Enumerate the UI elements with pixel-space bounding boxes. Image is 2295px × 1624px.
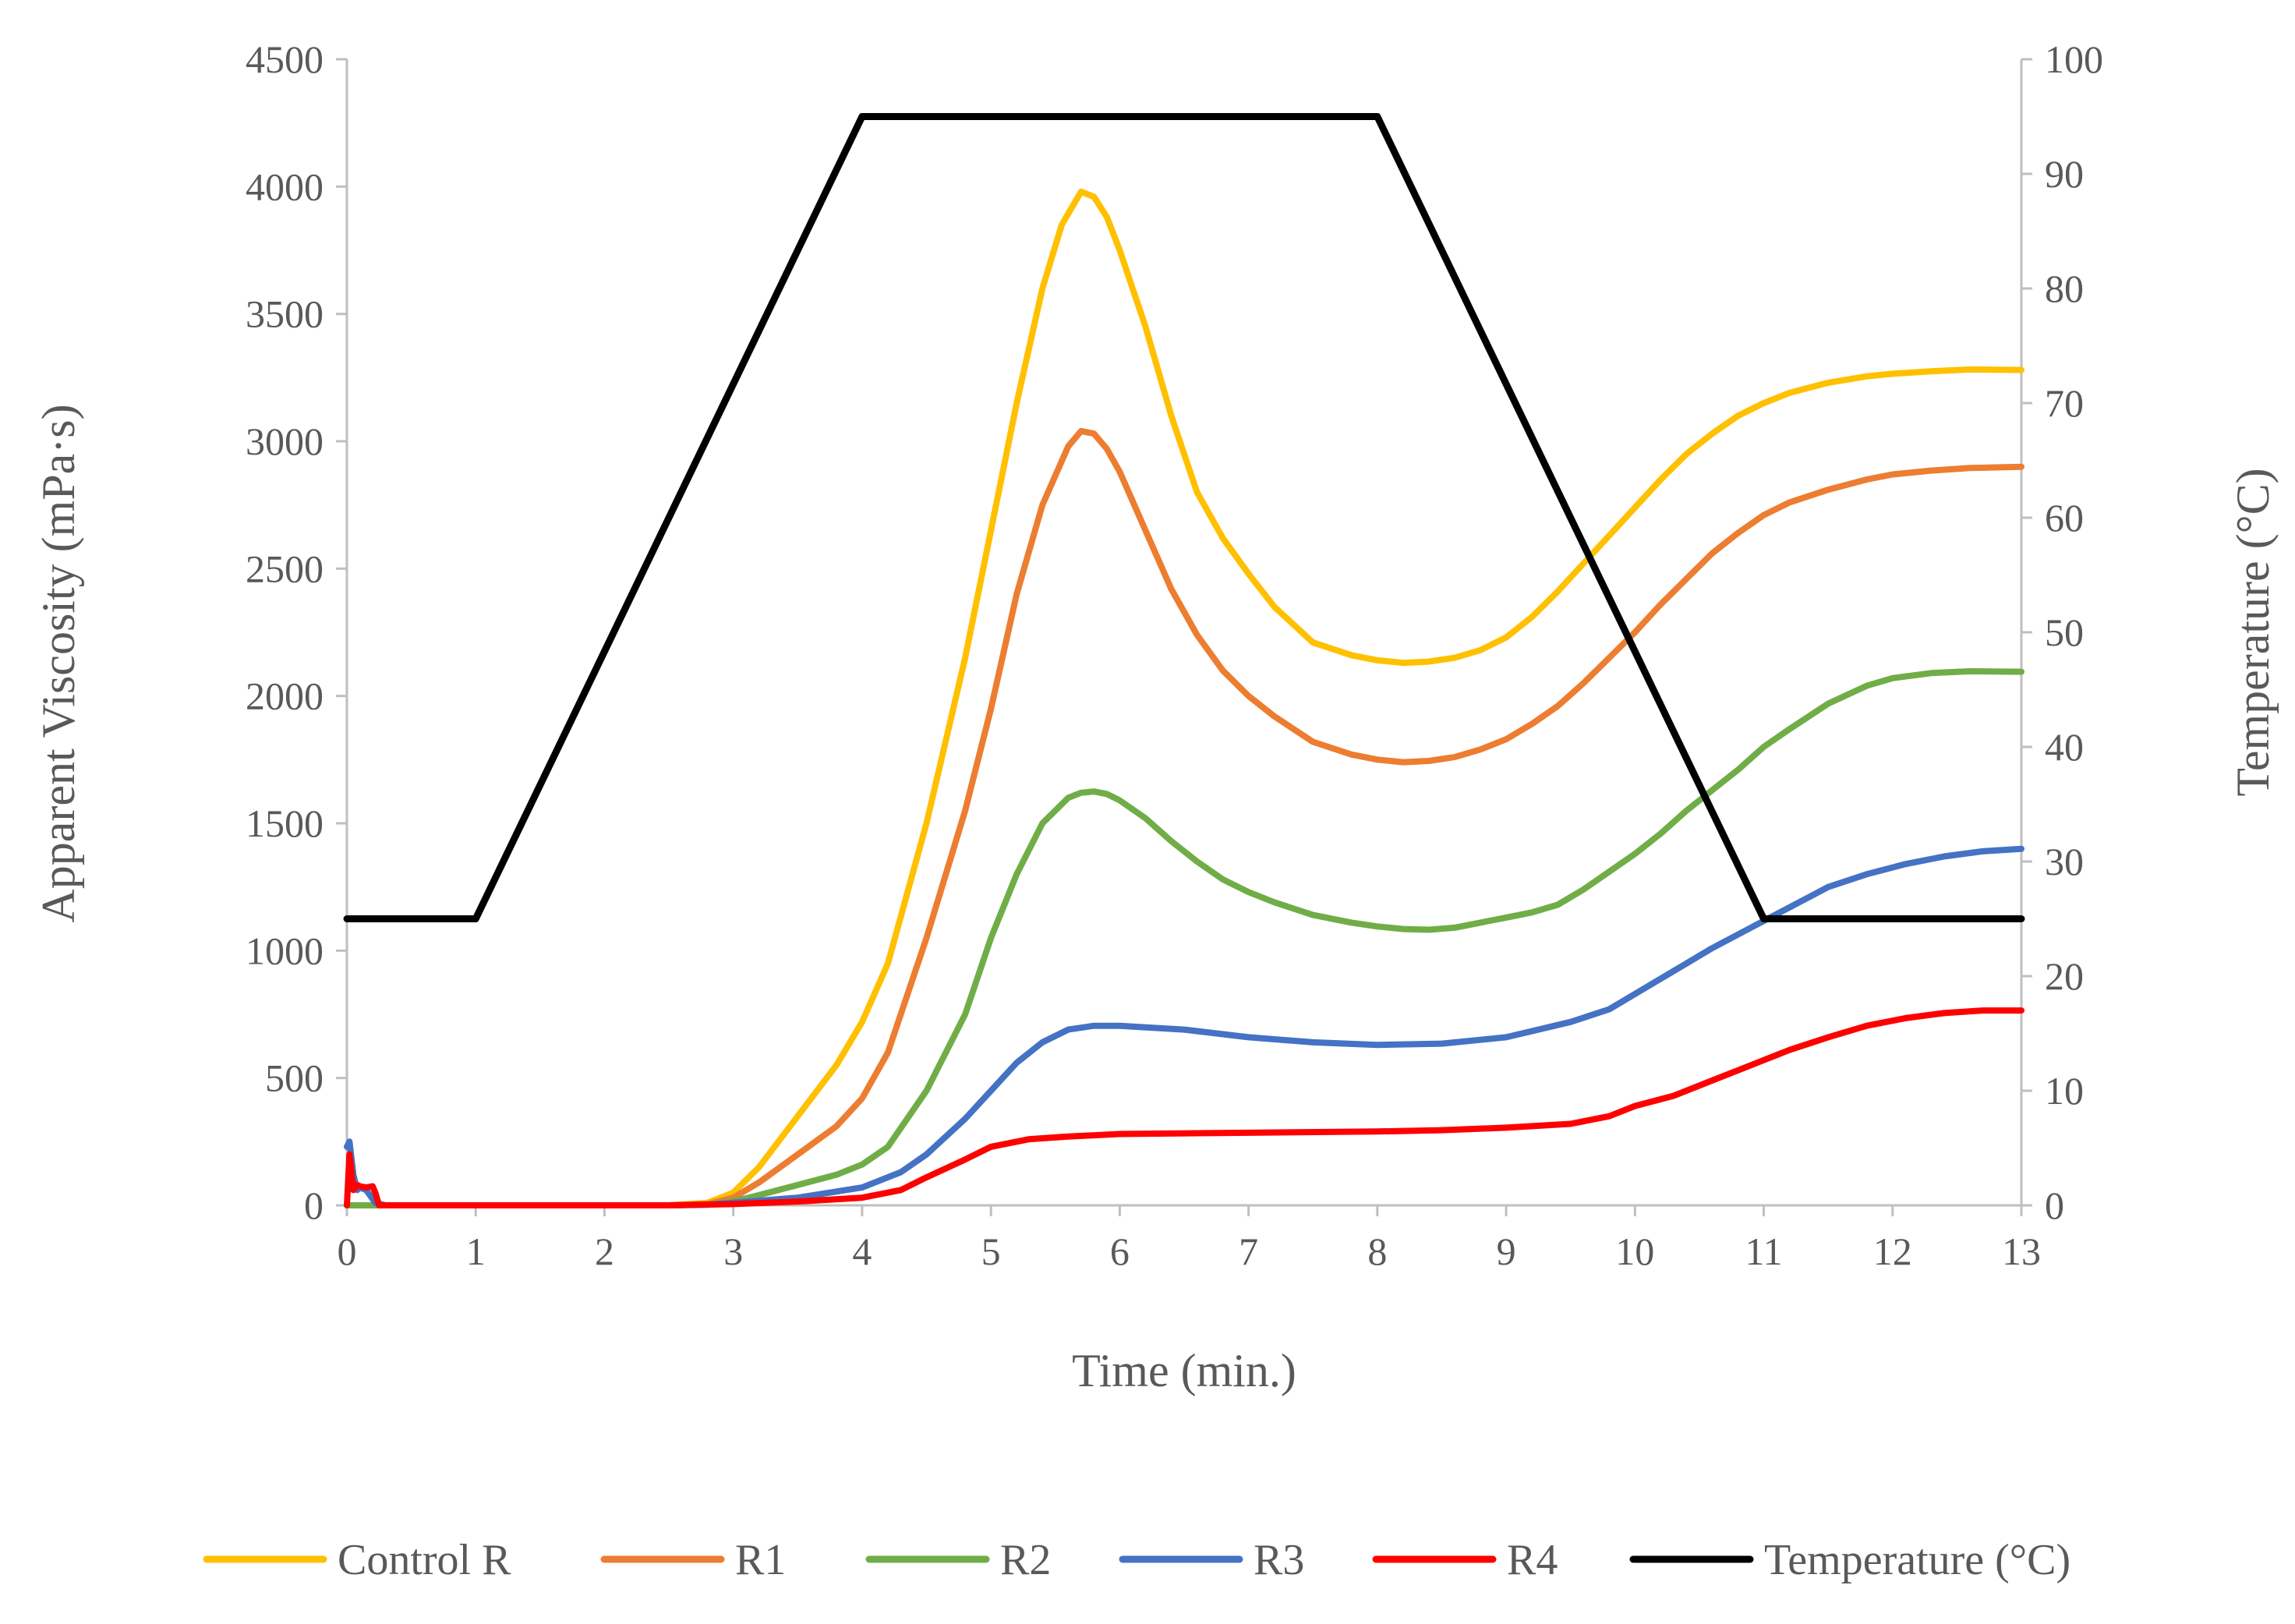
x-tick-label: 2: [595, 1229, 614, 1273]
x-tick-label: 3: [723, 1229, 743, 1273]
x-tick-label: 10: [1615, 1229, 1654, 1273]
y-axis-title: Apparent Viscosity (mPa·s): [33, 404, 84, 922]
x-tick-label: 13: [2002, 1229, 2041, 1273]
y2-tick-label: 80: [2045, 267, 2084, 310]
y-tick-label: 3000: [246, 419, 324, 463]
y2-tick-label: 0: [2045, 1184, 2064, 1227]
series-group: [343, 113, 2025, 1208]
x-tick-label: 1: [466, 1229, 486, 1273]
y-tick-label: 3500: [246, 292, 324, 336]
x-tick-label: 11: [1745, 1229, 1782, 1273]
y-tick-label: 4000: [246, 165, 324, 208]
series-line-r3: [344, 845, 2024, 1208]
y-tick-label: 1000: [246, 929, 324, 972]
tick-labels: 0 1 2 3 4 5 6 7 8 9 10 11 12 130500100015002000250030…: [246, 37, 2103, 1273]
y-tick-label: 2500: [246, 547, 324, 590]
y-tick-label: 1500: [246, 801, 324, 845]
y2-tick-label: 20: [2045, 954, 2084, 998]
x-tick-label: 9: [1497, 1229, 1516, 1273]
y-tick-label: 4500: [246, 37, 324, 81]
legend-label: Temperature (°C): [1764, 1536, 2070, 1584]
y2-tick-label: 40: [2045, 725, 2084, 769]
series-line-r2: [344, 668, 2024, 1208]
x-tick-label: 4: [852, 1229, 872, 1273]
series-line-control-r: [344, 188, 2024, 1208]
series-line-r1: [344, 427, 2024, 1208]
y2-tick-label: 50: [2045, 610, 2084, 654]
y2-tick-label: 30: [2045, 840, 2084, 883]
series-line-r4: [344, 1007, 2024, 1208]
y2-tick-label: 100: [2045, 37, 2103, 81]
x-axis-title: Time (min.): [1072, 1345, 1296, 1396]
legend-label: R1: [735, 1536, 786, 1584]
series-line-temperature-c: [343, 113, 2025, 922]
x-tick-label: 7: [1239, 1229, 1258, 1273]
legend-label: R2: [1000, 1536, 1051, 1584]
y2-axis-title: Temperature (°C): [2227, 468, 2279, 796]
legend-label: R3: [1254, 1536, 1304, 1584]
y2-tick-label: 70: [2045, 381, 2084, 425]
legend: Control R R1 R2 R3 R4 Temperature (°C): [203, 1536, 2070, 1584]
x-tick-label: 5: [981, 1229, 1001, 1273]
y-tick-label: 0: [304, 1184, 324, 1227]
x-tick-label: 6: [1110, 1229, 1130, 1273]
y-tick-label: 500: [265, 1056, 324, 1100]
y2-tick-label: 60: [2045, 496, 2084, 540]
legend-label: Control R: [338, 1536, 511, 1584]
x-tick-label: 0: [338, 1229, 357, 1273]
x-tick-label: 12: [1873, 1229, 1912, 1273]
x-tick-label: 8: [1367, 1229, 1387, 1273]
y-tick-label: 2000: [246, 674, 324, 718]
y2-tick-label: 10: [2045, 1069, 2084, 1113]
y2-tick-label: 90: [2045, 152, 2084, 196]
legend-label: R4: [1507, 1536, 1558, 1584]
axes: [336, 58, 2032, 1216]
